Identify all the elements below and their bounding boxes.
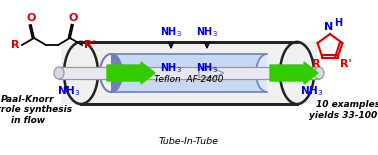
Bar	[267, 42, 317, 104]
Text: NH$_3$: NH$_3$	[301, 84, 324, 98]
FancyArrow shape	[199, 68, 224, 78]
Text: O: O	[68, 13, 78, 23]
Ellipse shape	[100, 54, 122, 92]
FancyArrow shape	[107, 62, 155, 84]
Text: Teflon  AF-2400: Teflon AF-2400	[154, 75, 224, 84]
Ellipse shape	[64, 42, 98, 104]
Text: R': R'	[340, 59, 352, 69]
Ellipse shape	[280, 42, 314, 104]
Bar	[59, 67, 319, 79]
Ellipse shape	[314, 67, 324, 79]
Bar	[81, 42, 297, 104]
Text: N: N	[324, 22, 334, 32]
Text: Paal-Knorr
pyrrole synthesis
in flow: Paal-Knorr pyrrole synthesis in flow	[0, 95, 72, 125]
Ellipse shape	[280, 42, 314, 104]
Bar	[111, 54, 267, 92]
Ellipse shape	[64, 42, 98, 104]
Text: NH$_3$: NH$_3$	[160, 25, 182, 39]
Text: NH$_3$: NH$_3$	[196, 25, 218, 39]
Text: Tube-In-Tube: Tube-In-Tube	[159, 137, 219, 146]
Ellipse shape	[54, 67, 64, 79]
FancyArrow shape	[270, 62, 318, 84]
Ellipse shape	[256, 54, 278, 92]
Text: R': R'	[84, 40, 96, 50]
Bar	[61, 42, 111, 104]
Text: NH$_3$: NH$_3$	[196, 61, 218, 75]
Text: R: R	[11, 40, 20, 50]
Text: NH$_3$: NH$_3$	[57, 84, 81, 98]
Text: 10 examples
yields 33-100%: 10 examples yields 33-100%	[309, 100, 378, 120]
Text: H: H	[334, 18, 342, 28]
Text: R: R	[312, 59, 321, 69]
Text: NH$_3$: NH$_3$	[160, 61, 182, 75]
Text: O: O	[26, 13, 36, 23]
